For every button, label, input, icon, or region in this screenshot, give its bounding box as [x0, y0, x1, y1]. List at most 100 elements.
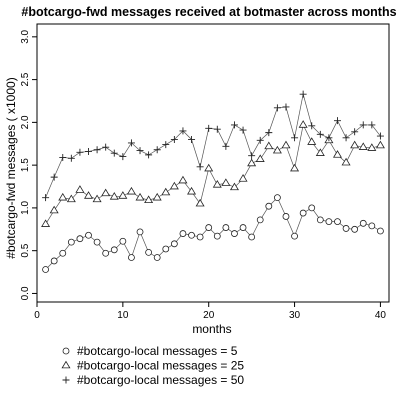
circle-point	[291, 232, 298, 240]
circle-point	[205, 224, 213, 231]
circle-point	[42, 266, 49, 273]
plus-point	[102, 143, 110, 151]
plus-point	[50, 173, 58, 181]
triangle-point	[238, 174, 248, 182]
circle-point	[50, 257, 58, 265]
circle-point	[85, 231, 92, 239]
circle-point	[248, 233, 256, 241]
circle-point	[67, 238, 75, 246]
triangle-point	[315, 148, 325, 156]
circle-point	[282, 213, 290, 220]
x-tick-label: 40	[375, 310, 387, 321]
circle-point	[325, 218, 333, 225]
series-line	[45, 197, 381, 270]
plus-point	[222, 142, 230, 150]
triangle-point	[187, 186, 197, 195]
circle-point	[351, 225, 359, 233]
plus-point	[110, 149, 118, 157]
circle-point	[239, 224, 247, 231]
plus-point	[265, 129, 273, 137]
triangle-point	[118, 191, 128, 199]
plus-point	[351, 128, 359, 136]
plus-point	[136, 147, 144, 155]
plus-point	[230, 121, 238, 129]
circle-point	[188, 231, 195, 239]
triangle-point	[75, 185, 85, 193]
circle-point	[273, 194, 281, 202]
triangle-point	[281, 140, 291, 149]
circle-point	[102, 249, 110, 257]
triangle-point	[341, 157, 351, 166]
triangle-point	[358, 142, 368, 150]
triangle-point	[66, 194, 76, 203]
series-line	[45, 123, 381, 225]
y-tick-label: 3.0	[20, 29, 31, 43]
triangle-point	[169, 181, 179, 190]
plus-point	[368, 121, 376, 129]
circle-point	[170, 240, 178, 248]
circle-point	[76, 235, 84, 243]
x-axis: 0 10 20 30 40	[34, 302, 386, 321]
plus-point	[325, 134, 333, 142]
y-axis-label: #botcargo-fwd messages ( x1000)	[4, 77, 18, 258]
y-tick-label: 0.0	[20, 286, 31, 300]
x-tick-label: 0	[34, 310, 40, 321]
triangle-point	[58, 192, 68, 201]
circle-point	[59, 249, 67, 257]
plus-point	[119, 153, 127, 161]
circle-point	[128, 254, 135, 261]
circle-point	[153, 254, 161, 261]
plus-point	[145, 151, 153, 159]
chart-title: #botcargo-fwd messages received at botma…	[21, 5, 396, 19]
triangle-point	[49, 205, 59, 214]
circle-point	[265, 202, 273, 210]
triangle-point	[126, 186, 136, 195]
circle-point	[213, 232, 221, 240]
plus-point	[299, 90, 307, 98]
circle-point	[162, 245, 170, 253]
circle-point	[377, 227, 384, 235]
circle-point	[368, 222, 376, 230]
circle-point	[145, 248, 153, 256]
triangle-point	[332, 150, 342, 158]
circle-point	[316, 216, 324, 224]
circle-point	[136, 228, 144, 236]
plus-point	[153, 146, 161, 154]
triangle-point	[101, 188, 111, 197]
triangle-point	[367, 143, 377, 151]
circle-point	[222, 224, 230, 231]
circle-point	[196, 233, 204, 241]
series-triangle	[41, 120, 385, 227]
plus-point	[273, 104, 281, 112]
plus-point	[205, 124, 213, 132]
legend: #botcargo-local messages = 5#botcargo-lo…	[61, 344, 244, 387]
circle-point	[359, 219, 367, 227]
circle-point	[179, 230, 187, 237]
triangle-point	[264, 141, 274, 150]
x-tick-label: 30	[289, 310, 301, 321]
plus-point	[93, 146, 101, 154]
plot-frame	[36, 23, 390, 303]
triangle-point	[255, 154, 265, 162]
series-group	[41, 90, 385, 273]
legend-item: #botcargo-local messages = 25	[61, 359, 244, 373]
plus-point	[213, 125, 221, 133]
triangle-point	[92, 194, 102, 203]
plus-point	[188, 135, 196, 143]
circle-point	[119, 237, 127, 245]
triangle-point	[195, 198, 205, 207]
triangle-point	[109, 192, 119, 200]
legend-label: #botcargo-local messages = 25	[77, 359, 244, 373]
triangle-point	[144, 195, 154, 204]
triangle-point	[272, 145, 282, 154]
circle-point	[231, 230, 238, 237]
series-line	[45, 94, 381, 198]
circle-point	[93, 238, 101, 246]
plus-point	[67, 154, 75, 162]
triangle-point	[41, 219, 51, 227]
plus-point	[162, 141, 170, 149]
circle-point	[62, 347, 70, 355]
circle-point	[308, 204, 316, 212]
triangle-point	[247, 158, 257, 167]
